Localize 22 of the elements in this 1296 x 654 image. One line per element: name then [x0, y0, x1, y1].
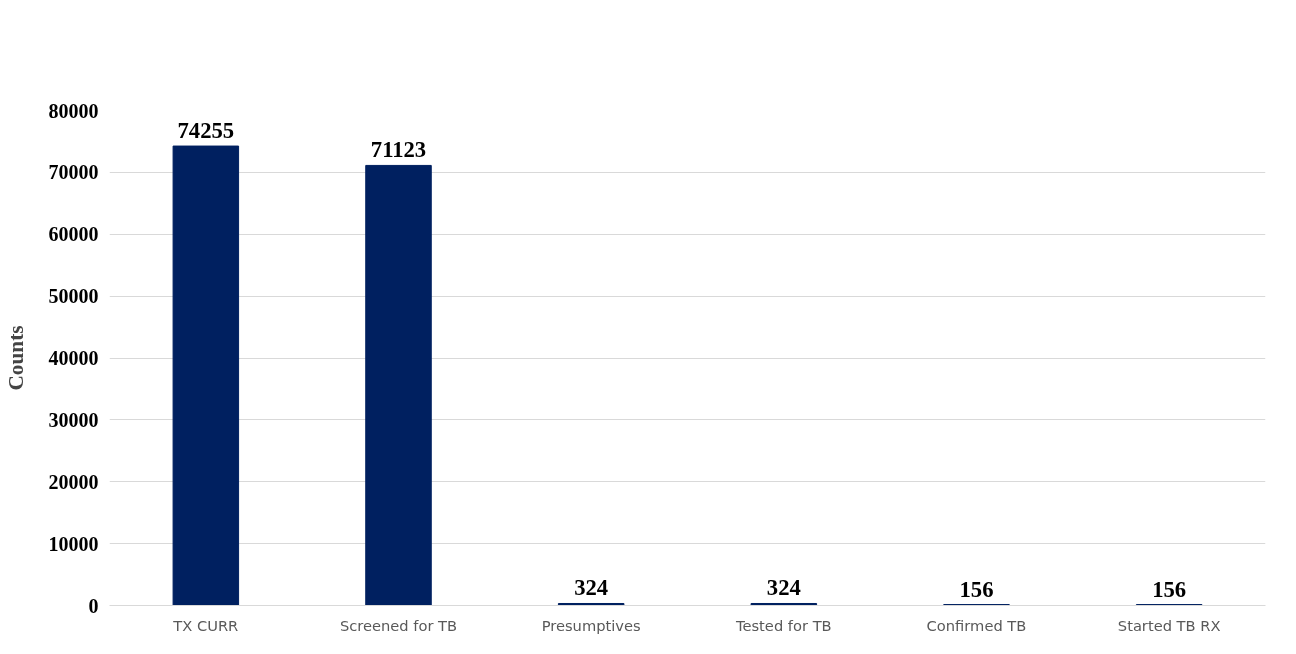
data-label: 71123 — [370, 137, 427, 163]
y-tick-label: 40000 — [48, 347, 99, 369]
x-tick-label: Tested for TB — [735, 616, 832, 634]
data-label: 324 — [574, 575, 609, 601]
x-tick-label: Presumptives — [541, 616, 641, 634]
data-label: 156 — [1152, 576, 1187, 602]
x-tick-label: Screened for TB — [339, 616, 458, 634]
data-label: 74255 — [177, 118, 235, 144]
y-tick-label: 10000 — [48, 532, 99, 555]
y-tick-label: 50000 — [48, 285, 99, 308]
y-tick-label: 60000 — [48, 223, 99, 246]
data-label: 156 — [959, 576, 994, 602]
y-tick-label: 70000 — [48, 161, 99, 184]
data-label: 324 — [766, 575, 801, 601]
x-tick-label: Started TB RX — [1117, 616, 1221, 634]
x-tick-label: Confirmed TB — [926, 616, 1027, 634]
x-tick-label: TX CURR — [172, 616, 239, 634]
y-tick-label: 20000 — [48, 470, 99, 493]
y-tick-label: 0 — [88, 594, 99, 617]
y-tick-label: 80000 — [48, 99, 99, 122]
y-axis-title: Counts — [3, 325, 28, 391]
y-tick-label: 30000 — [48, 408, 99, 431]
